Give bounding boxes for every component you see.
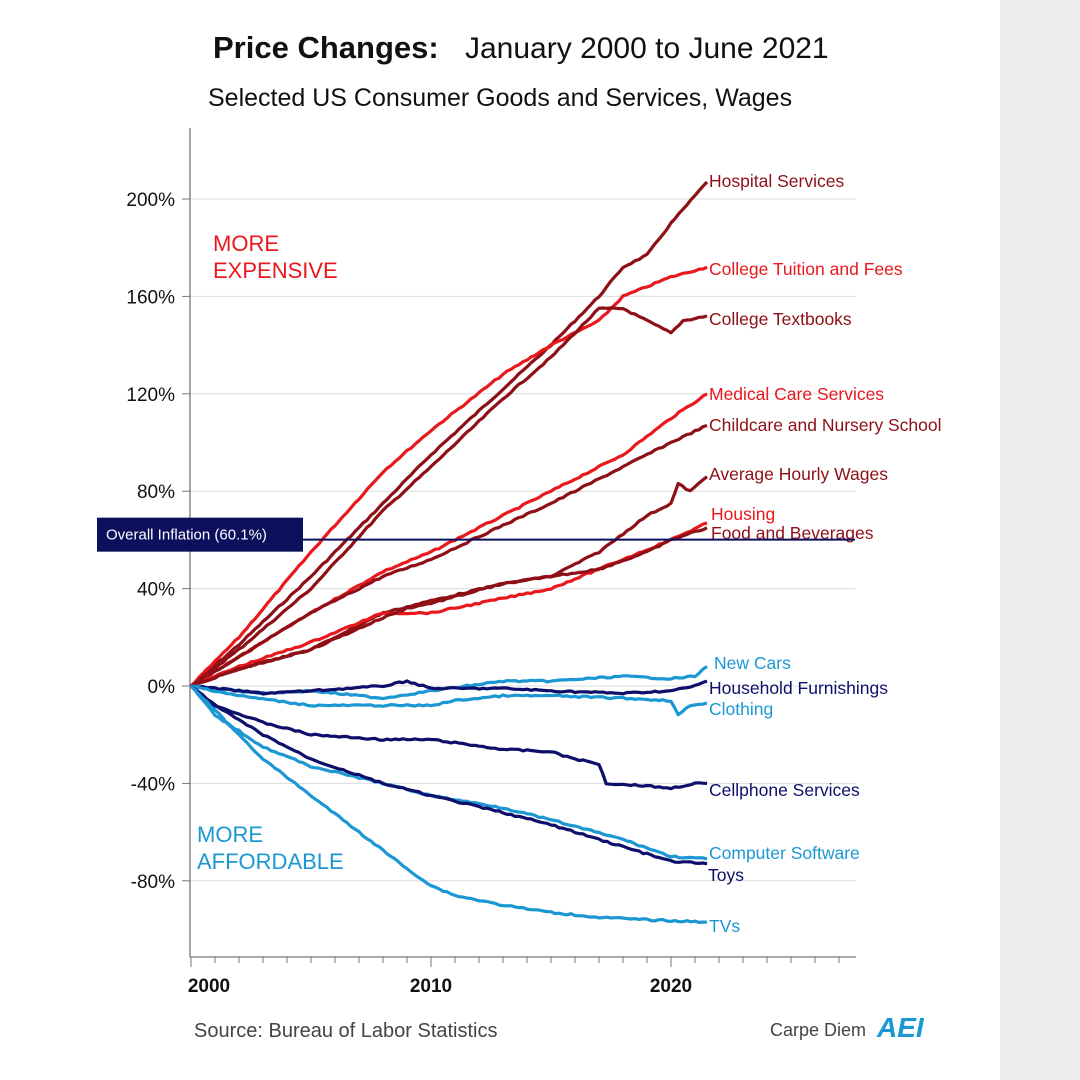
y-tick-label: 0% [148,677,176,698]
y-tick-label: 40% [137,580,175,601]
inflation-badge [97,517,303,552]
chart-title-bold: Price Changes: [213,30,439,65]
inflation-label: Overall Inflation (60.1%) [106,527,267,544]
chart-subtitle: Selected US Consumer Goods and Services,… [208,84,792,112]
right-margin [1000,0,1080,1080]
y-tick-label: 160% [126,287,175,308]
chart-title: January 2000 to June 2021 [465,32,829,65]
series-line-tvs [189,684,708,925]
series-line-college-textbooks [190,306,708,688]
series-label-average-hourly-wages: Average Hourly Wages [709,464,888,484]
series-label-childcare-and-nursery-school: Childcare and Nursery School [709,415,941,435]
y-tick-label: 120% [126,385,175,406]
y-tick-label: 200% [126,190,175,211]
x-tick-label: 2010 [410,976,452,997]
series-line-food-and-beverages [190,526,708,688]
series-label-hospital-services: Hospital Services [709,171,844,191]
x-tick-label: 2020 [650,976,692,997]
more-expensive-label-1: MORE [213,231,279,256]
series-line-college-tuition-and-fees [189,265,708,688]
series-label-toys: Toys [708,865,744,885]
series-label-college-textbooks: College Textbooks [709,309,852,329]
y-tick-label: -40% [131,774,175,795]
series-label-household-furnishings: Household Furnishings [709,678,888,698]
series-line-household-furnishings [190,679,708,696]
series-label-food-and-beverages: Food and Beverages [711,523,874,543]
series-label-cellphone-services: Cellphone Services [709,780,860,800]
source-note: Source: Bureau of Labor Statistics [194,1020,498,1042]
branding-text: Carpe Diem [770,1020,866,1040]
more-expensive-label-2: EXPENSIVE [213,258,338,283]
aei-logo-text: AEI [876,1012,925,1043]
series-line-childcare-and-nursery-school [190,423,708,688]
aei-logo: AEI [876,1012,925,1043]
series-line-hospital-services [189,180,709,688]
series-line-cellphone-services [189,684,708,791]
series-line-computer-software [189,684,708,861]
more-affordable-label-2: AFFORDABLE [197,849,344,874]
y-tick-label: 80% [137,482,175,503]
series-label-college-tuition-and-fees: College Tuition and Fees [709,259,903,279]
series-label-tvs: TVs [709,916,740,936]
more-affordable-label-1: MORE [197,822,263,847]
series-label-medical-care-services: Medical Care Services [709,384,884,404]
series-label-clothing: Clothing [709,699,773,719]
series-line-clothing [190,684,708,717]
series-line-toys [190,684,708,866]
series-label-housing: Housing [711,504,775,524]
y-tick-label: -80% [131,872,175,893]
x-tick-label: 2000 [188,976,230,997]
series-label-computer-software: Computer Software [709,843,860,863]
series-label-new-cars: New Cars [714,653,791,673]
